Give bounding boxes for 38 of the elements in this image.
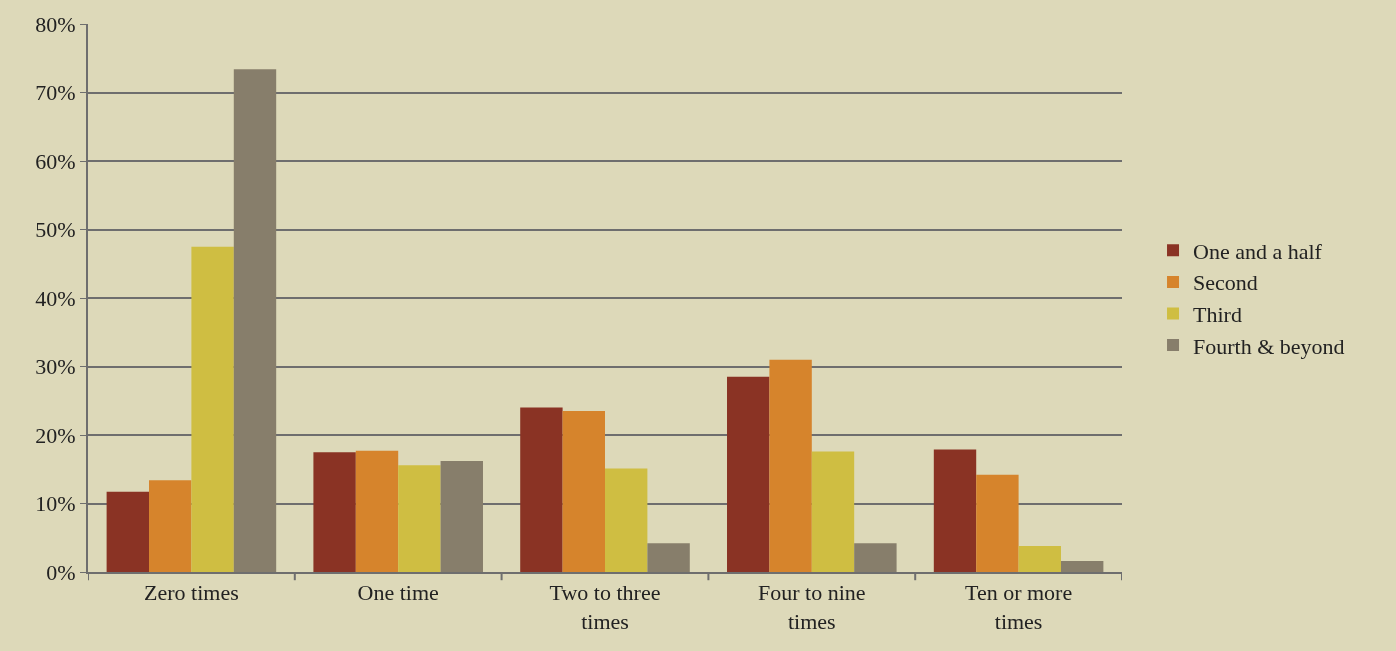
y-tick-label: 40% <box>35 285 76 311</box>
y-tick-label: 70% <box>35 80 76 106</box>
bar <box>562 411 605 572</box>
y-tick-label: 0% <box>46 559 76 585</box>
legend-label: Second <box>1193 270 1258 296</box>
y-tick-label: 60% <box>35 148 76 174</box>
x-tick-label: Two to three times <box>549 580 661 634</box>
y-tick-label: 10% <box>35 491 76 517</box>
bar <box>313 452 356 572</box>
legend-label: Third <box>1193 302 1242 328</box>
bar <box>854 543 897 572</box>
y-tick-label: 50% <box>35 217 76 243</box>
bar <box>976 474 1019 572</box>
y-tick-label: 80% <box>35 11 76 37</box>
bar <box>440 461 483 572</box>
bar <box>727 376 770 572</box>
bar <box>1018 545 1061 572</box>
x-tick-label: Ten or more times <box>965 580 1073 634</box>
bar <box>355 450 399 572</box>
x-tick-label: Four to nine times <box>758 580 866 634</box>
bar <box>647 543 690 572</box>
x-tick-label: Zero times <box>144 580 239 606</box>
bar <box>1060 561 1104 572</box>
bar <box>106 491 150 572</box>
bar <box>933 449 977 572</box>
bar <box>149 480 192 572</box>
bar <box>769 359 812 572</box>
y-tick-label: 30% <box>35 354 76 380</box>
bar <box>520 407 563 572</box>
legend-label: One and a half <box>1193 238 1323 264</box>
bar <box>811 451 855 572</box>
bar <box>398 465 441 572</box>
y-tick-label: 20% <box>35 422 76 448</box>
bar <box>605 468 648 572</box>
bar <box>191 246 234 572</box>
x-tick-label: One time <box>357 580 439 606</box>
bar <box>233 69 277 572</box>
legend-label: Fourth & beyond <box>1193 333 1345 359</box>
